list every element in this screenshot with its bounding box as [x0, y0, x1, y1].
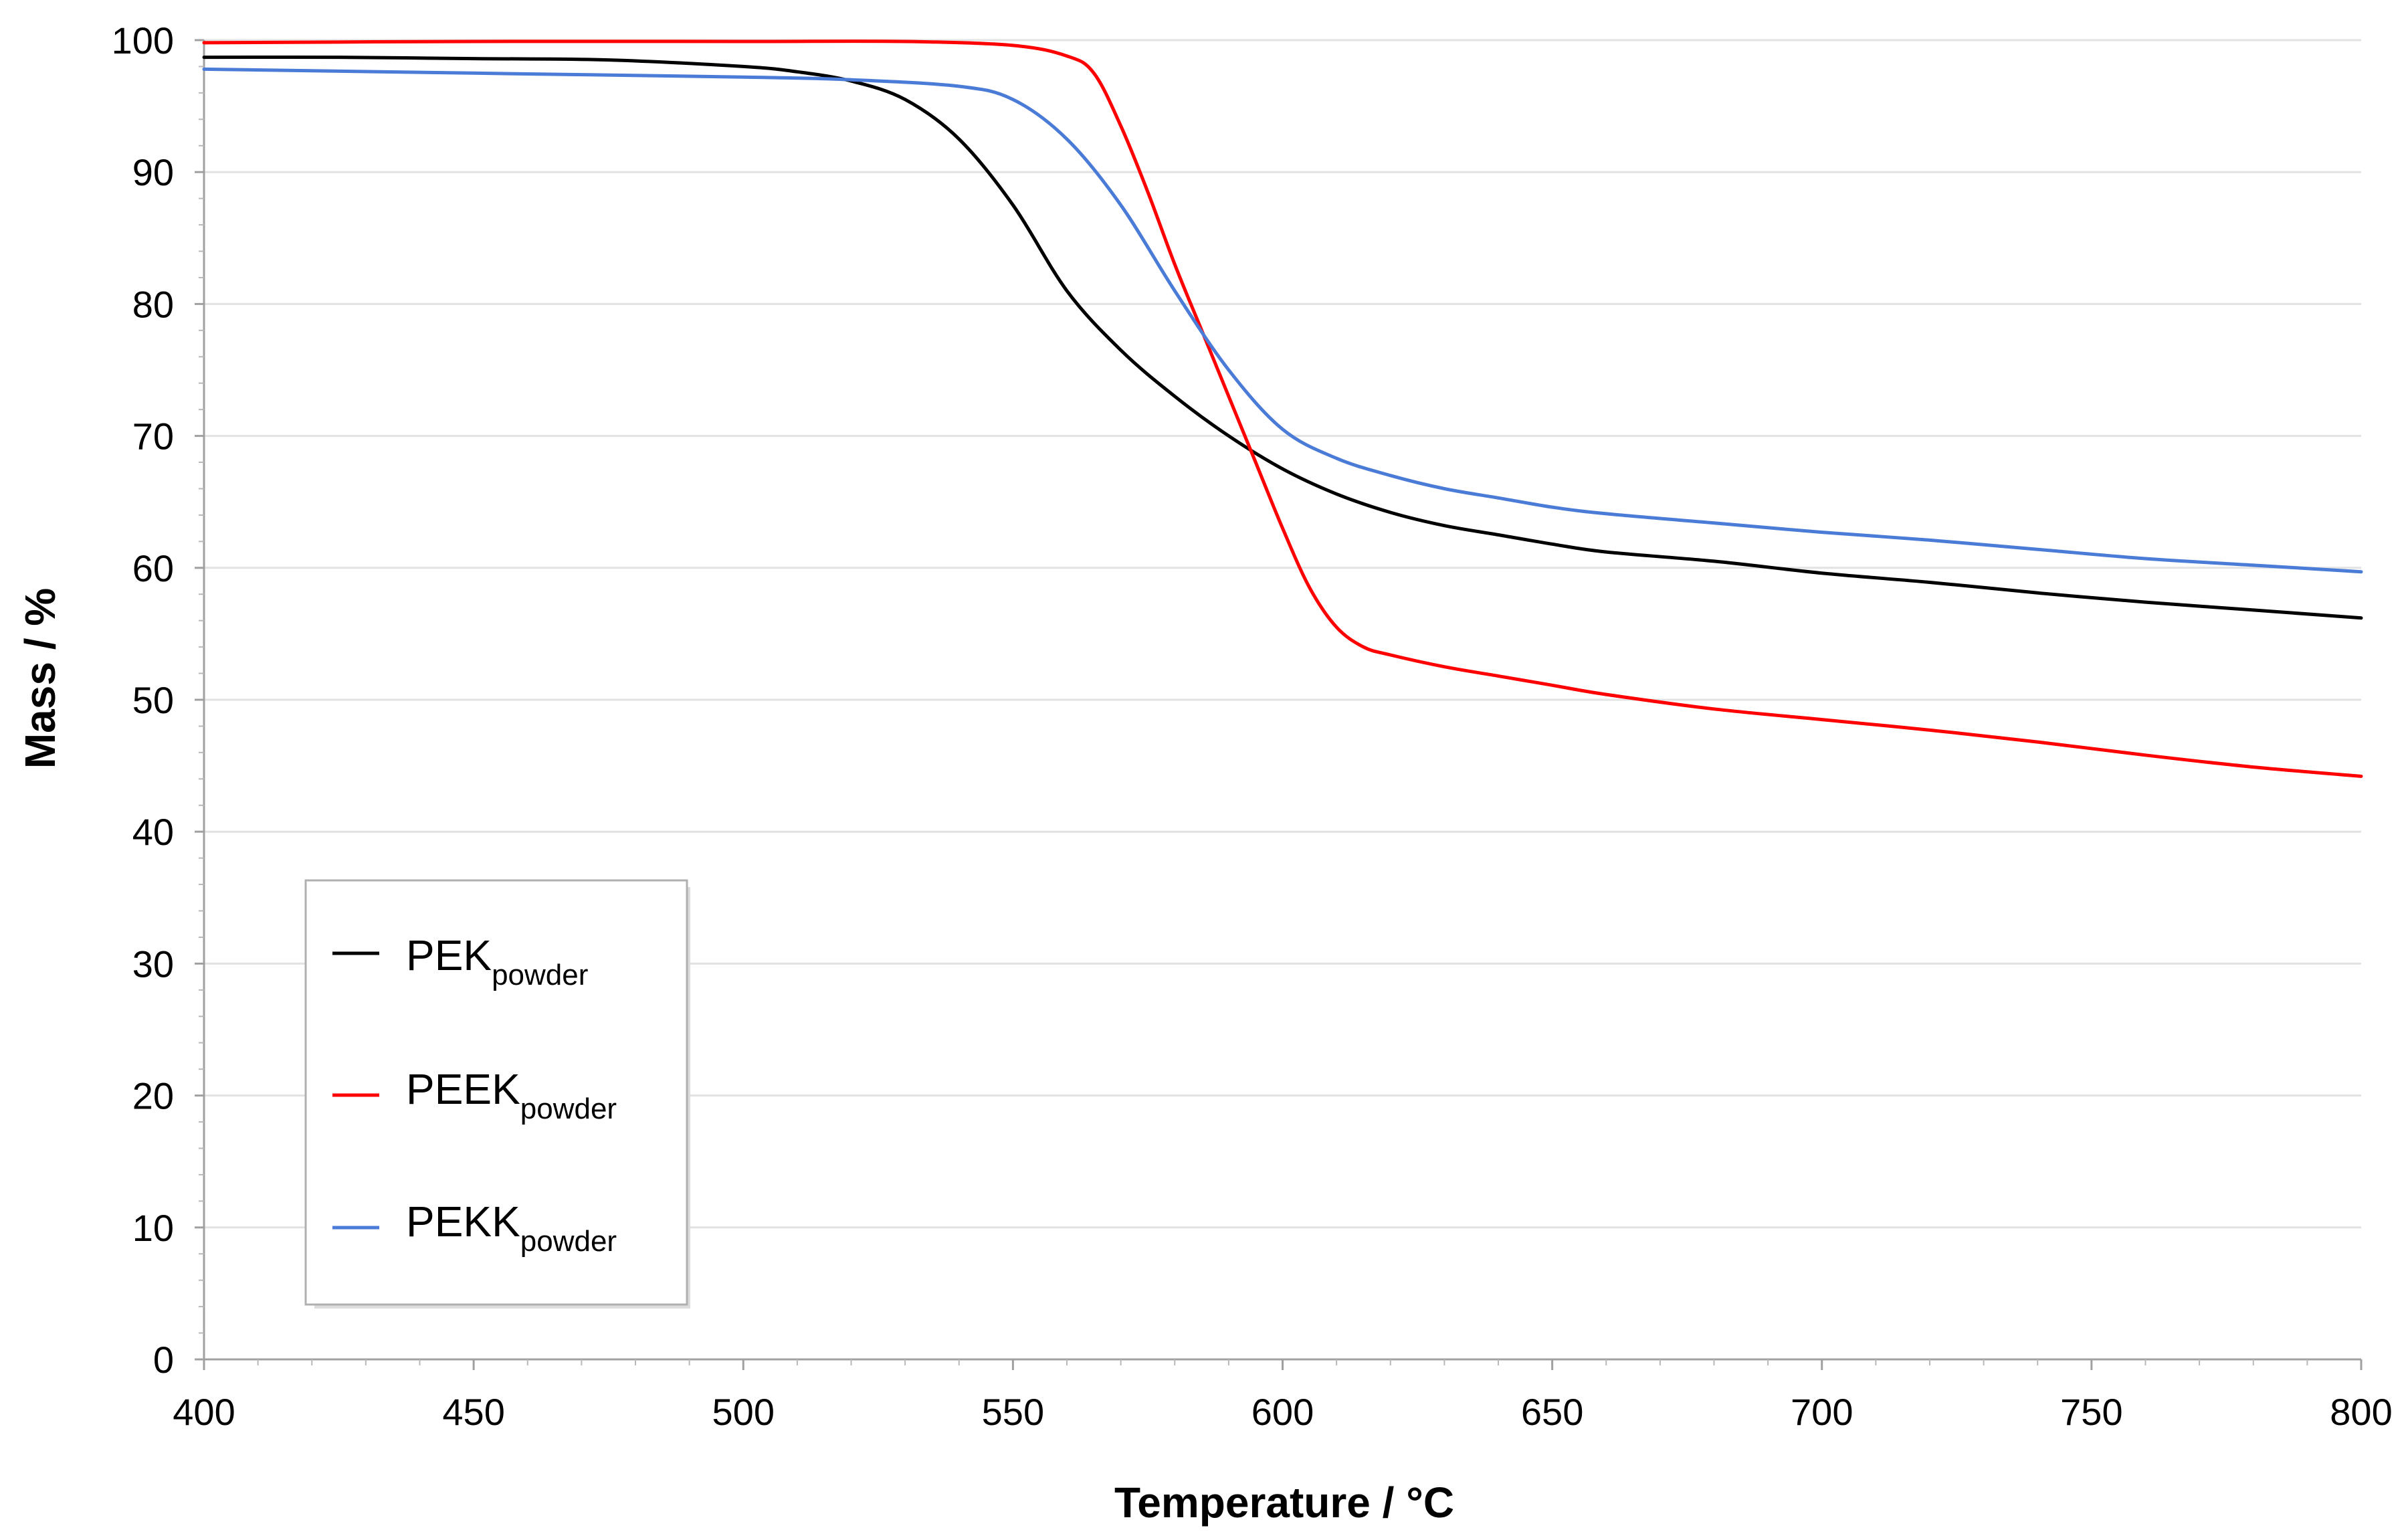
x-tick-label-450: 450 — [442, 1391, 504, 1433]
y-tick-label-80: 80 — [132, 283, 174, 325]
y-tick-label-10: 10 — [132, 1207, 174, 1249]
series-line-pek — [202, 55, 2363, 620]
series-line-peek — [202, 39, 2363, 778]
legend-label-pekk: PEKKpowder — [406, 1197, 617, 1258]
y-tick-labels: 0 10 20 30 40 50 60 70 80 90 100 — [112, 19, 174, 1381]
x-tick-label-750: 750 — [2060, 1391, 2122, 1433]
y-axis-title: Mass / % — [16, 588, 64, 769]
x-tick-label-650: 650 — [1521, 1391, 1583, 1433]
y-tick-label-40: 40 — [132, 811, 174, 853]
series-line-pekk — [202, 67, 2363, 574]
legend-name-peek: PEEK — [406, 1065, 520, 1113]
data-series — [202, 39, 2363, 778]
y-tick-label-0: 0 — [153, 1339, 174, 1381]
x-tick-label-700: 700 — [1791, 1391, 1853, 1433]
x-tick-label-500: 500 — [712, 1391, 775, 1433]
x-tick-labels: 400 450 500 550 600 650 700 750 800 — [173, 1391, 2392, 1433]
legend-sub-pek: powder — [492, 959, 588, 991]
legend-label-peek: PEEKpowder — [406, 1065, 617, 1125]
legend-label-pek: PEKpowder — [406, 931, 588, 991]
x-tick-label-800: 800 — [2330, 1391, 2392, 1433]
legend-box — [304, 879, 688, 1306]
x-tick-label-600: 600 — [1251, 1391, 1314, 1433]
x-axis-title: Temperature / °C — [1114, 1478, 1454, 1527]
legend-name-pekk: PEKK — [406, 1197, 520, 1246]
x-tick-label-400: 400 — [173, 1391, 235, 1433]
y-tick-label-90: 90 — [132, 151, 174, 193]
y-tick-label-20: 20 — [132, 1075, 174, 1117]
y-tick-label-50: 50 — [132, 679, 174, 721]
legend: PEKpowder PEEKpowder PEKKpowder — [304, 879, 690, 1309]
legend-name-pek: PEK — [406, 931, 492, 979]
legend-sub-peek: powder — [520, 1092, 617, 1125]
legend-sub-pekk: powder — [520, 1225, 617, 1258]
y-tick-label-70: 70 — [132, 415, 174, 458]
y-tick-label-30: 30 — [132, 943, 174, 985]
ticks — [195, 39, 2363, 1370]
y-tick-label-60: 60 — [132, 547, 174, 589]
y-tick-label-100: 100 — [112, 19, 174, 62]
x-tick-label-550: 550 — [982, 1391, 1044, 1433]
